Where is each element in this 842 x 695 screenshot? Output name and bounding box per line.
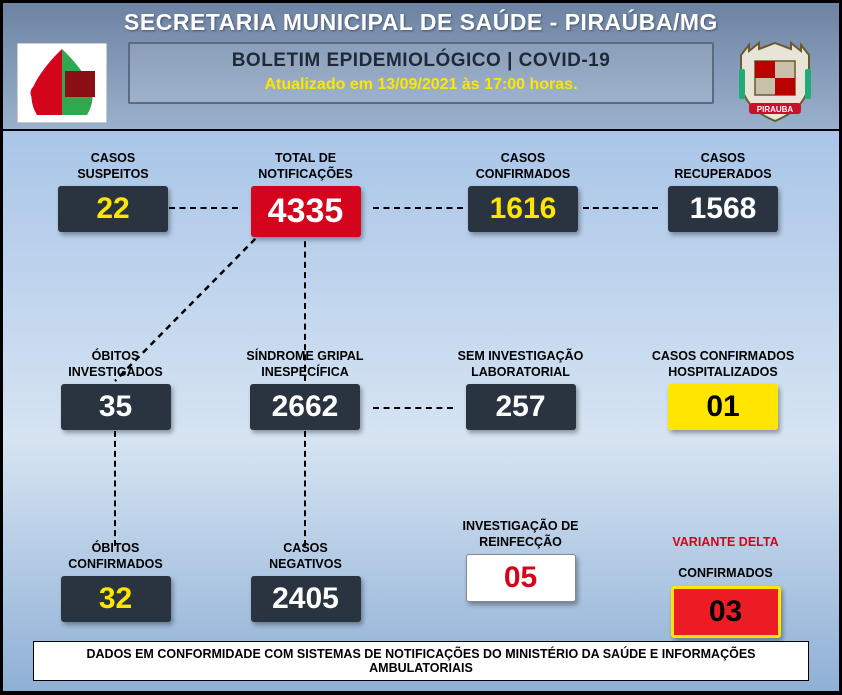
stat-value: 05	[466, 554, 576, 602]
stat-label: CASOS RECUPERADOS	[643, 151, 803, 182]
stat-confirmados: CASOS CONFIRMADOS 1616	[448, 151, 598, 232]
stat-suspeitos: CASOS SUSPEITOS 22	[43, 151, 183, 232]
stat-total: TOTAL DE NOTIFICAÇÕES 4335	[228, 151, 383, 237]
stat-value: 257	[466, 384, 576, 430]
stat-hospitalizados: CASOS CONFIRMADOS HOSPITALIZADOS 01	[633, 349, 813, 430]
stat-value: 03	[671, 586, 781, 638]
stat-recuperados: CASOS RECUPERADOS 1568	[643, 151, 803, 232]
header-subtitle: BOLETIM EPIDEMIOLÓGICO | COVID-19	[140, 50, 702, 72]
stat-label: SÍNDROME GRIPAL INESPECÍFICA	[225, 349, 385, 380]
stat-label: ÓBITOS CONFIRMADOS	[43, 541, 188, 572]
stat-value: 32	[61, 576, 171, 622]
stat-label: CASOS NEGATIVOS	[228, 541, 383, 572]
stat-sindrome: SÍNDROME GRIPAL INESPECÍFICA 2662	[225, 349, 385, 430]
stat-value: 22	[58, 186, 168, 232]
header-title: SECRETARIA MUNICIPAL DE SAÚDE - PIRAÚBA/…	[13, 9, 829, 36]
stat-label: SEM INVESTIGAÇÃO LABORATORIAL	[438, 349, 603, 380]
stat-label: ÓBITOS INVESTIGADOS	[43, 349, 188, 380]
city-crest-icon: PIRAUBA	[731, 39, 819, 127]
stat-reinfeccao: INVESTIGAÇÃO DE REINFECÇÃO 05	[438, 519, 603, 602]
stat-value: 1616	[468, 186, 578, 232]
health-logo-icon	[17, 43, 107, 123]
stat-value: 35	[61, 384, 171, 430]
stat-obitos-investigados: ÓBITOS INVESTIGADOS 35	[43, 349, 188, 430]
stat-label: TOTAL DE NOTIFICAÇÕES	[228, 151, 383, 182]
stat-value: 2662	[250, 384, 360, 430]
connector-line	[114, 431, 116, 546]
stat-label: INVESTIGAÇÃO DE REINFECÇÃO	[438, 519, 603, 550]
stat-label: CASOS SUSPEITOS	[43, 151, 183, 182]
delta-label-top: VARIANTE DELTA	[672, 535, 778, 549]
stat-value: 01	[668, 384, 778, 430]
stat-label: CASOS CONFIRMADOS HOSPITALIZADOS	[633, 349, 813, 380]
stat-delta: VARIANTE DELTA CONFIRMADOS 03	[643, 519, 808, 638]
header-update: Atualizado em 13/09/2021 às 17:00 horas.	[140, 76, 702, 94]
delta-label-bot: CONFIRMADOS	[678, 566, 772, 580]
footer-note: DADOS EM CONFORMIDADE COM SISTEMAS DE NO…	[33, 641, 809, 681]
stat-value: 1568	[668, 186, 778, 232]
header-sub-wrap: BOLETIM EPIDEMIOLÓGICO | COVID-19 Atuali…	[128, 42, 714, 104]
crest-banner-text: PIRAUBA	[757, 105, 794, 114]
stat-sem-investigacao: SEM INVESTIGAÇÃO LABORATORIAL 257	[438, 349, 603, 430]
bulletin-container: SECRETARIA MUNICIPAL DE SAÚDE - PIRAÚBA/…	[0, 0, 842, 695]
stat-value: 4335	[251, 186, 361, 237]
stat-negativos: CASOS NEGATIVOS 2405	[228, 541, 383, 622]
stat-value: 2405	[251, 576, 361, 622]
stat-label: VARIANTE DELTA CONFIRMADOS	[643, 519, 808, 582]
stat-obitos-confirmados: ÓBITOS CONFIRMADOS 32	[43, 541, 188, 622]
stat-label: CASOS CONFIRMADOS	[448, 151, 598, 182]
connector-line	[304, 431, 306, 546]
header: SECRETARIA MUNICIPAL DE SAÚDE - PIRAÚBA/…	[3, 3, 839, 131]
content-area: CASOS SUSPEITOS 22 TOTAL DE NOTIFICAÇÕES…	[3, 131, 839, 691]
